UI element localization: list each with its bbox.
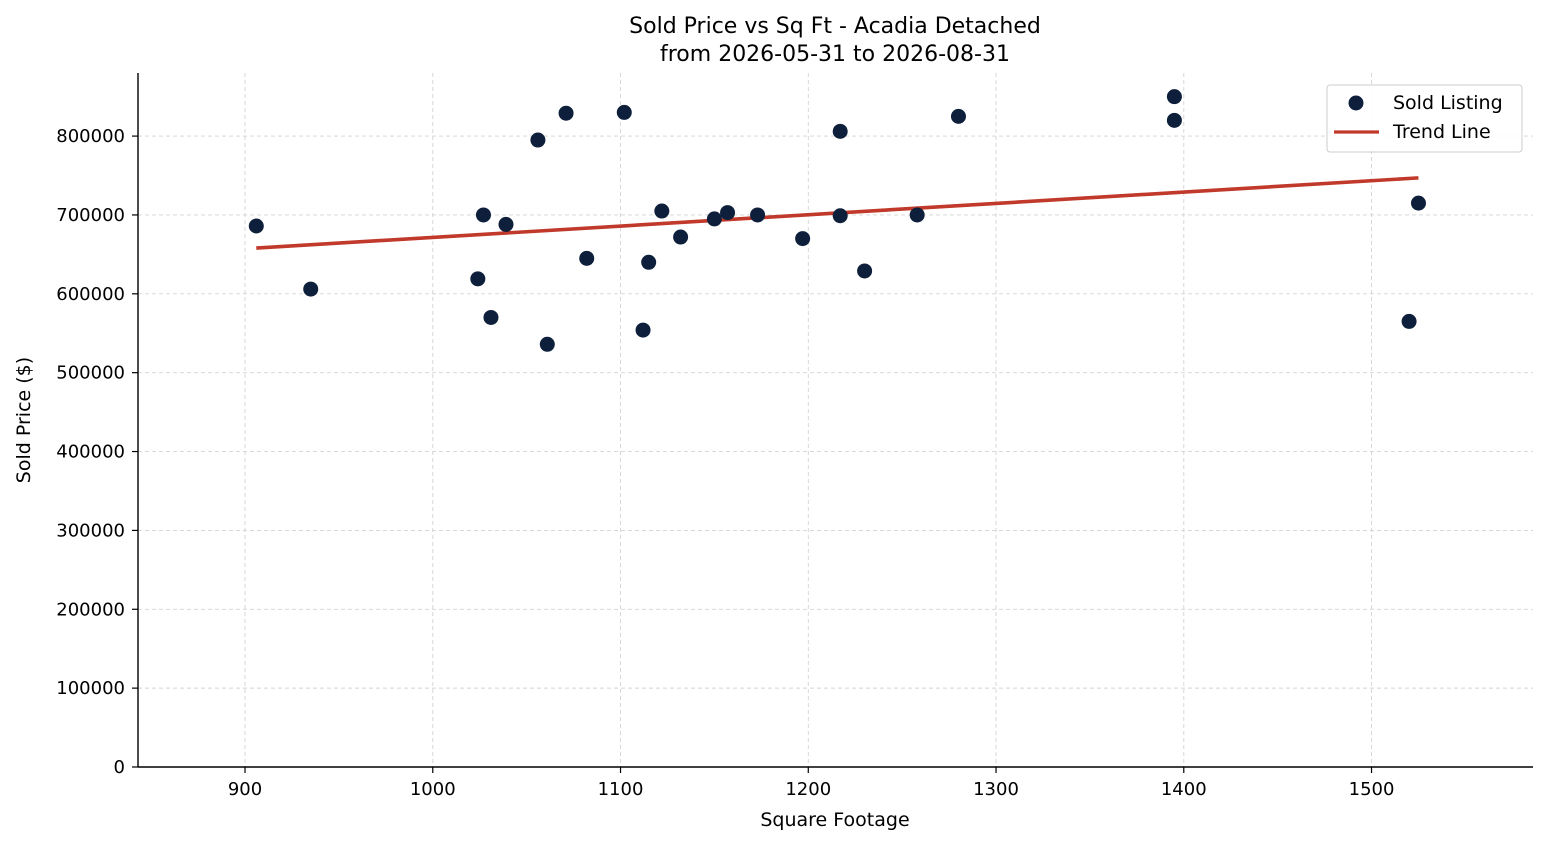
scatter-point bbox=[558, 105, 574, 121]
scatter-point bbox=[1410, 195, 1426, 211]
y-tick-label: 600000 bbox=[56, 284, 125, 305]
x-tick-label: 1100 bbox=[598, 779, 644, 800]
scatter-point bbox=[795, 231, 811, 247]
scatter-point bbox=[1401, 313, 1417, 329]
scatter-point bbox=[720, 205, 736, 221]
chart-subtitle: from 2026-05-31 to 2026-08-31 bbox=[660, 42, 1010, 67]
legend-label-trend-line: Trend Line bbox=[1392, 121, 1491, 143]
y-tick-label: 800000 bbox=[56, 126, 125, 147]
y-tick-label: 300000 bbox=[56, 520, 125, 541]
y-tick-label: 500000 bbox=[56, 363, 125, 384]
scatter-point bbox=[832, 123, 848, 139]
y-axis-label: Sold Price ($) bbox=[13, 357, 35, 483]
scatter-point bbox=[641, 254, 657, 270]
x-tick-label: 900 bbox=[228, 779, 262, 800]
scatter-point bbox=[248, 218, 264, 234]
x-axis-label: Square Footage bbox=[760, 809, 909, 831]
scatter-point bbox=[673, 229, 689, 245]
scatter-point bbox=[909, 207, 925, 223]
y-tick-label: 700000 bbox=[56, 205, 125, 226]
legend: Sold Listing Trend Line bbox=[1326, 84, 1523, 153]
x-tick-label: 1200 bbox=[785, 779, 831, 800]
x-tick-label: 1300 bbox=[973, 779, 1019, 800]
x-tick-label: 1500 bbox=[1349, 779, 1395, 800]
scatter-point bbox=[1166, 89, 1182, 105]
scatter-point bbox=[530, 132, 546, 148]
scatter-point bbox=[706, 211, 722, 227]
y-tick-label: 200000 bbox=[56, 599, 125, 620]
grid-lines bbox=[138, 73, 1533, 767]
legend-label-sold-listing: Sold Listing bbox=[1393, 92, 1503, 114]
scatter-point bbox=[832, 208, 848, 224]
chart-title: Sold Price vs Sq Ft - Acadia Detached bbox=[629, 14, 1041, 39]
scatter-point bbox=[1166, 112, 1182, 128]
y-tick-label: 0 bbox=[114, 757, 125, 778]
scatter-point bbox=[616, 104, 632, 120]
scatter-point bbox=[635, 322, 651, 338]
scatter-point bbox=[470, 271, 486, 287]
scatter-point bbox=[654, 203, 670, 219]
scatter-point bbox=[857, 263, 873, 279]
scatter-point bbox=[539, 336, 555, 352]
legend-marker-sold-listing bbox=[1348, 95, 1364, 111]
legend-box bbox=[1326, 84, 1523, 153]
scatter-points-layer bbox=[248, 89, 1426, 352]
axis-ticks: 900 1000 1100 1200 1300 1400 1500 0 100000 200000… bbox=[56, 126, 1394, 800]
y-tick-label: 100000 bbox=[56, 678, 125, 699]
y-tick-label: 400000 bbox=[56, 442, 125, 463]
scatter-point bbox=[498, 216, 514, 232]
scatter-point bbox=[579, 250, 595, 266]
scatter-point bbox=[750, 207, 766, 223]
scatter-point bbox=[303, 281, 319, 297]
scatter-point bbox=[475, 207, 491, 223]
x-tick-label: 1400 bbox=[1161, 779, 1207, 800]
x-tick-label: 1000 bbox=[410, 779, 456, 800]
scatter-point bbox=[950, 108, 966, 124]
scatter-point bbox=[483, 309, 499, 325]
